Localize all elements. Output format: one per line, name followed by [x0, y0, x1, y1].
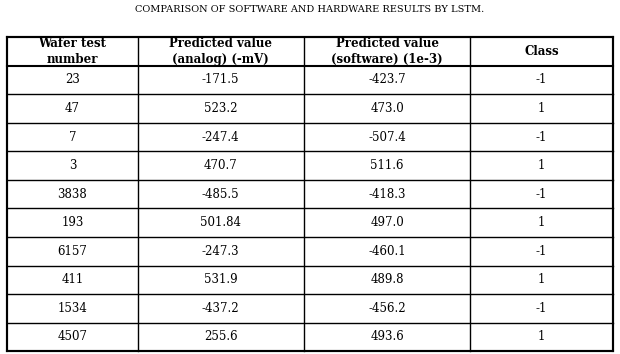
Text: 7: 7: [69, 131, 76, 144]
Text: COMPARISON OF SOFTWARE AND HARDWARE RESULTS BY LSTM.: COMPARISON OF SOFTWARE AND HARDWARE RESU…: [135, 5, 485, 14]
Text: -456.2: -456.2: [368, 302, 406, 315]
Text: 523.2: 523.2: [204, 102, 237, 115]
Text: -1: -1: [536, 302, 547, 315]
Text: -507.4: -507.4: [368, 131, 406, 144]
Text: 1: 1: [538, 102, 545, 115]
Text: Wafer test
number: Wafer test number: [38, 37, 107, 66]
Text: 1: 1: [538, 216, 545, 229]
Text: 497.0: 497.0: [370, 216, 404, 229]
Text: -437.2: -437.2: [202, 302, 239, 315]
Text: -247.3: -247.3: [202, 245, 239, 258]
Text: 1534: 1534: [58, 302, 87, 315]
Text: 6157: 6157: [58, 245, 87, 258]
Text: 193: 193: [61, 216, 84, 229]
Text: 23: 23: [65, 74, 80, 86]
Text: 493.6: 493.6: [370, 330, 404, 343]
Text: 1: 1: [538, 330, 545, 343]
Text: Predicted value
(analog) (-mV): Predicted value (analog) (-mV): [169, 37, 272, 66]
Text: -485.5: -485.5: [202, 188, 239, 201]
Text: Class: Class: [524, 45, 559, 58]
Text: 1: 1: [538, 159, 545, 172]
Text: 3838: 3838: [58, 188, 87, 201]
Text: 3: 3: [69, 159, 76, 172]
Text: -1: -1: [536, 74, 547, 86]
Text: 470.7: 470.7: [204, 159, 237, 172]
Text: -1: -1: [536, 245, 547, 258]
Text: 47: 47: [65, 102, 80, 115]
Text: 489.8: 489.8: [370, 273, 404, 286]
Text: -418.3: -418.3: [368, 188, 406, 201]
Text: -1: -1: [536, 131, 547, 144]
Text: -423.7: -423.7: [368, 74, 406, 86]
Text: 511.6: 511.6: [370, 159, 404, 172]
Text: 411: 411: [61, 273, 84, 286]
Text: 531.9: 531.9: [204, 273, 237, 286]
Text: 4507: 4507: [58, 330, 87, 343]
Text: -1: -1: [536, 188, 547, 201]
Text: -247.4: -247.4: [202, 131, 239, 144]
Text: -460.1: -460.1: [368, 245, 406, 258]
Text: 1: 1: [538, 273, 545, 286]
Text: 473.0: 473.0: [370, 102, 404, 115]
Bar: [7, 37, 613, 351]
Text: Predicted value
(software) (1e-3): Predicted value (software) (1e-3): [331, 37, 443, 66]
Text: -171.5: -171.5: [202, 74, 239, 86]
Text: 501.84: 501.84: [200, 216, 241, 229]
Text: 255.6: 255.6: [204, 330, 237, 343]
